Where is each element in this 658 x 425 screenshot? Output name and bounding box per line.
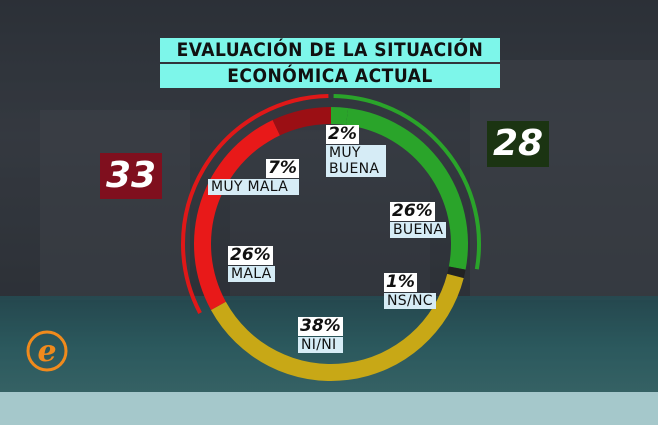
donut-slice-buena [346,108,468,270]
slice-label-buena: 26% BUENA [390,201,447,238]
slice-label-mala: 26% MALA [228,245,275,282]
positive-outer-arc [333,94,481,270]
slice-category-ni-ni: NI/NI [298,337,343,353]
positive-total: 28 [487,121,549,167]
donut-slice-ni-ni [210,273,464,381]
slice-value-muy-buena: 2% [326,124,359,144]
slice-category-mala: MALA [228,266,275,282]
slice-value-muy-mala: 7% [266,158,299,178]
slice-category-buena: BUENA [390,222,447,238]
channel-logo-icon: e [26,330,68,372]
slice-label-ni-ni: 38% NI/NI [298,316,343,353]
slice-value-buena: 26% [390,201,435,221]
logo-letter: e [37,334,56,369]
slice-label-ns-nc: 1% NS/NC [384,272,436,309]
slice-value-ni-ni: 38% [298,316,343,336]
slice-label-muy-mala: 7% MUY MALA [208,158,299,195]
donut-slice-muy-mala [272,107,331,136]
chart-title-line-1: EVALUACIÓN DE LA SITUACIÓN [160,38,500,62]
slice-category-ns-nc: NS/NC [384,293,436,309]
background-building [470,60,658,300]
chart-title-line-2: ECONÓMICA ACTUAL [160,64,500,88]
slice-value-mala: 26% [228,245,273,265]
slice-value-ns-nc: 1% [384,272,417,292]
bottom-band [0,392,658,425]
donut-slice-muy-buena [331,107,349,125]
donut-slice-mala [194,120,280,311]
slice-category-muy-buena: MUY BUENA [326,145,386,177]
slice-category-muy-mala: MUY MALA [208,179,299,195]
donut-slice-ns-nc [447,266,466,279]
background-building [40,110,190,300]
slice-label-muy-buena: 2% MUY BUENA [326,124,386,177]
negative-total: 33 [100,153,162,199]
negative-outer-arc [181,94,329,314]
